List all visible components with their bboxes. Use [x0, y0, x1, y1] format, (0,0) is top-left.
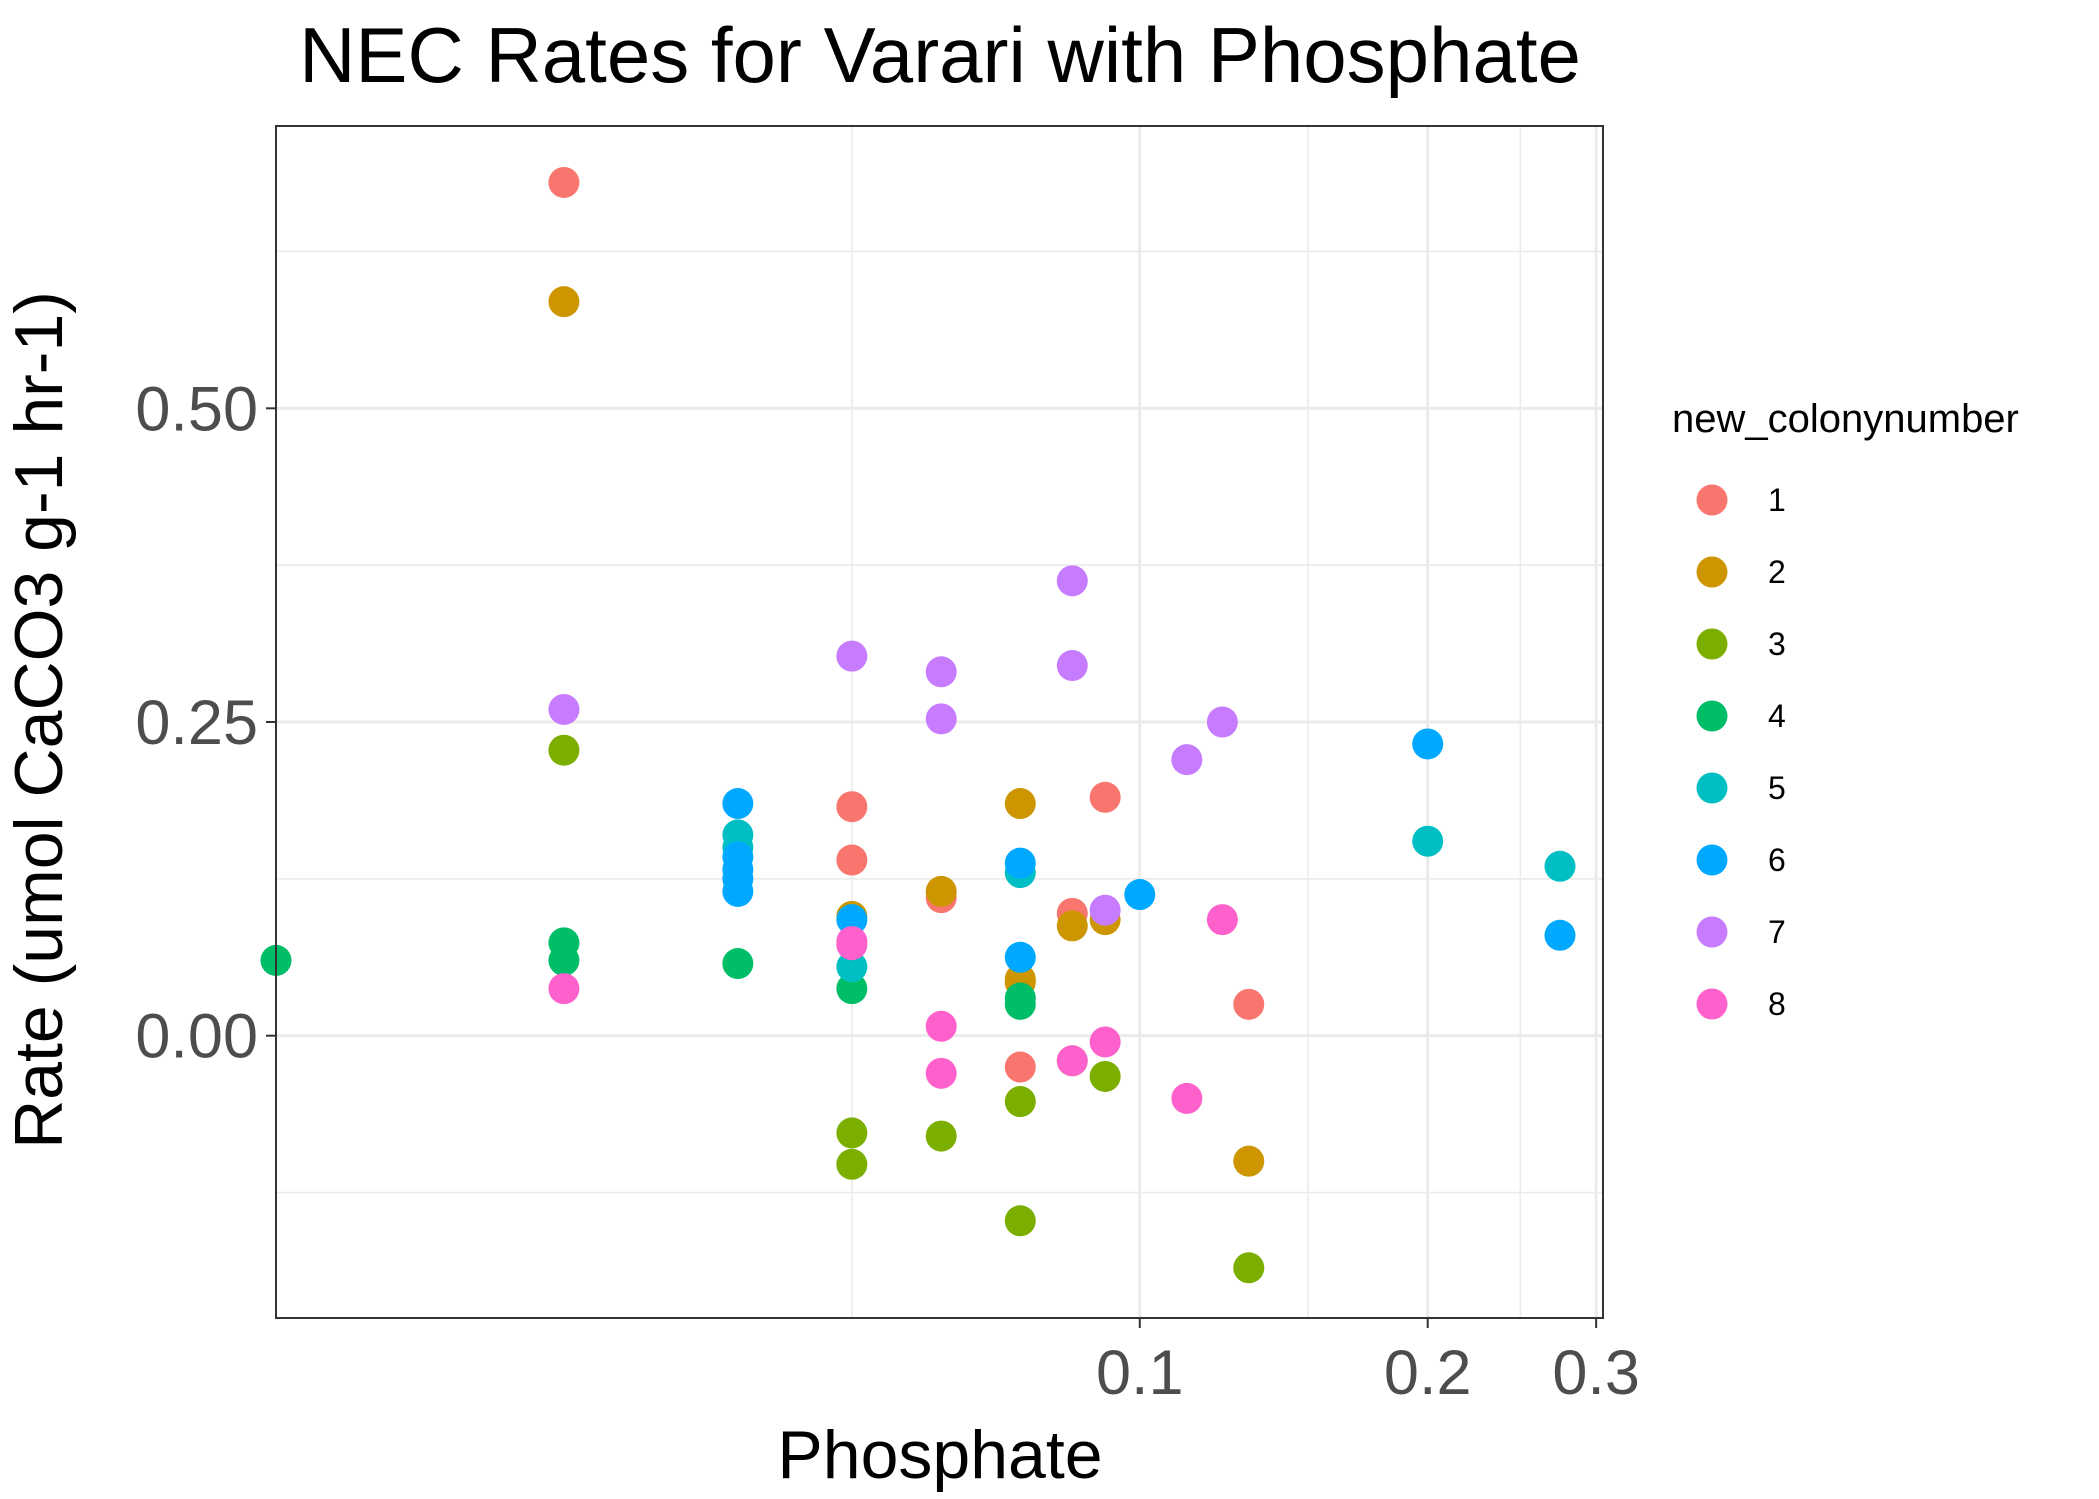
x-tick-label: 0.1 — [1096, 1338, 1184, 1408]
data-point — [925, 875, 957, 907]
data-point — [1124, 879, 1156, 911]
data-point — [1056, 910, 1088, 942]
data-point — [1412, 825, 1444, 857]
data-point — [836, 929, 868, 961]
data-point — [836, 1117, 868, 1149]
data-point — [1004, 1086, 1036, 1118]
data-point — [836, 973, 868, 1005]
data-point — [1089, 894, 1121, 926]
data-point — [836, 844, 868, 876]
legend-label: 3 — [1768, 626, 1786, 662]
y-tick-label: 0.00 — [135, 1002, 258, 1072]
x-tick-label: 0.2 — [1384, 1338, 1472, 1408]
data-point — [1171, 744, 1203, 776]
data-point — [1412, 728, 1444, 760]
data-point — [548, 286, 580, 318]
data-point — [722, 788, 754, 820]
data-point — [1206, 904, 1238, 936]
data-point — [925, 1057, 957, 1089]
y-axis-title: Rate (umol CaCO3 g-1 hr-1) — [1, 291, 77, 1149]
data-point — [1171, 1082, 1203, 1114]
legend-key — [1696, 916, 1728, 948]
legend-label: 8 — [1768, 986, 1786, 1022]
data-point — [1004, 1205, 1036, 1237]
data-point — [722, 875, 754, 907]
data-point — [925, 1120, 957, 1152]
y-tick-label: 0.25 — [135, 688, 258, 758]
data-point — [925, 703, 957, 735]
data-point — [1233, 1145, 1265, 1177]
chart-title: NEC Rates for Varari with Phosphate — [299, 11, 1581, 99]
data-point — [836, 1148, 868, 1180]
data-point — [1056, 565, 1088, 597]
data-point — [836, 791, 868, 823]
legend-label: 1 — [1768, 482, 1786, 518]
data-point — [836, 640, 868, 672]
legend-key — [1696, 772, 1728, 804]
data-point — [1544, 850, 1576, 882]
data-point — [1089, 781, 1121, 813]
legend-label: 2 — [1768, 554, 1786, 590]
data-point — [836, 904, 868, 936]
data-point — [1233, 1252, 1265, 1284]
data-point — [1004, 988, 1036, 1020]
legend-label: 5 — [1768, 770, 1786, 806]
legend-title: new_colonynumber — [1672, 397, 2019, 441]
data-point — [548, 166, 580, 198]
data-point — [925, 656, 957, 688]
data-point — [548, 944, 580, 976]
x-axis-ticks: 0.1 0.2 0.3 — [1096, 1318, 1640, 1408]
x-tick-label: 0.3 — [1552, 1338, 1640, 1408]
data-point — [548, 693, 580, 725]
data-points — [260, 166, 1576, 1284]
legend-key — [1696, 988, 1728, 1020]
data-point — [548, 734, 580, 766]
data-point — [836, 951, 868, 983]
legend-key — [1696, 700, 1728, 732]
data-point — [1089, 1026, 1121, 1058]
data-point — [1004, 788, 1036, 820]
data-point — [925, 1010, 957, 1042]
data-point — [1004, 847, 1036, 879]
legend-key — [1696, 844, 1728, 876]
data-point — [548, 973, 580, 1005]
legend-label: 6 — [1768, 842, 1786, 878]
legend: new_colonynumber 1 2 3 4 5 6 7 8 — [1672, 397, 2019, 1022]
plot-panel — [276, 126, 1603, 1318]
legend-key — [1696, 484, 1728, 516]
legend-key — [1696, 556, 1728, 588]
legend-items: 1 2 3 4 5 6 7 8 — [1696, 482, 1786, 1022]
legend-key — [1696, 628, 1728, 660]
data-point — [1544, 919, 1576, 951]
data-point — [1089, 1060, 1121, 1092]
legend-label: 4 — [1768, 698, 1786, 734]
legend-label: 7 — [1768, 914, 1786, 950]
data-point — [1056, 650, 1088, 682]
y-axis-ticks: 0.00 0.25 0.50 — [135, 374, 276, 1072]
data-point — [1206, 706, 1238, 738]
y-tick-label: 0.50 — [135, 374, 258, 444]
x-axis-title: Phosphate — [777, 1417, 1102, 1493]
data-point — [1004, 941, 1036, 973]
data-point — [1004, 1051, 1036, 1083]
data-point — [1233, 988, 1265, 1020]
data-point — [722, 948, 754, 980]
data-point — [1056, 1045, 1088, 1077]
